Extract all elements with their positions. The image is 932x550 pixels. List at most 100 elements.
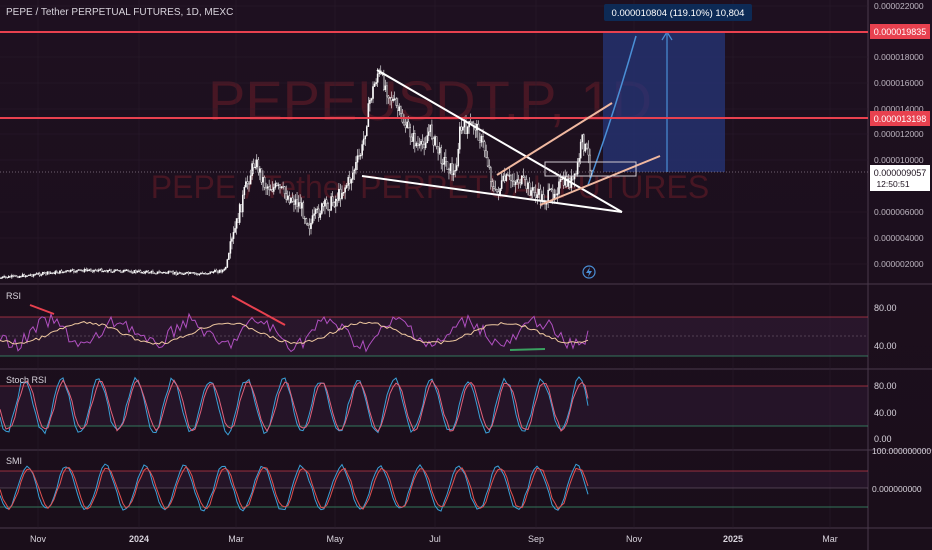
- candle-body: [37, 273, 39, 275]
- candle-body: [310, 222, 312, 229]
- candle-body: [502, 175, 505, 181]
- candle-body: [361, 144, 363, 156]
- candle-body: [15, 275, 18, 278]
- candle-body: [245, 181, 247, 188]
- candle-body: [0, 277, 2, 279]
- candle-body: [455, 165, 458, 171]
- smi-pane[interactable]: SMI 100.000000000 0.000000000: [0, 446, 931, 512]
- candle-body: [460, 126, 463, 131]
- candle-body: [516, 179, 518, 183]
- lightning-icon[interactable]: [582, 265, 596, 279]
- candle-body: [499, 188, 501, 195]
- rsi-divergence-line-1[interactable]: [29, 304, 55, 315]
- candle-body: [195, 273, 198, 275]
- candle-body: [308, 224, 311, 229]
- candle-body: [20, 275, 22, 278]
- candle-body: [302, 202, 305, 219]
- candle-body: [341, 192, 343, 199]
- candle-body: [290, 197, 292, 203]
- candle-body: [52, 272, 55, 275]
- candle-body: [170, 271, 173, 273]
- candle-body: [555, 193, 557, 196]
- smi-signal-line[interactable]: [0, 465, 589, 511]
- price-tick-label: 0.000016000: [874, 78, 924, 88]
- candle-body: [201, 272, 204, 275]
- rsi-title[interactable]: RSI: [6, 291, 21, 301]
- candle-body: [138, 270, 140, 272]
- candle-body: [215, 269, 218, 273]
- stoch-rsi-pane[interactable]: Stoch RSI 80.00 40.00 0.00: [0, 375, 897, 444]
- rsi-line[interactable]: [0, 312, 589, 353]
- channel-upper-line[interactable]: [496, 102, 613, 176]
- consolidation-box[interactable]: [544, 161, 637, 177]
- time-axis-label: Jul: [429, 534, 441, 544]
- candle-body: [277, 184, 280, 186]
- candle-body: [294, 199, 297, 205]
- smi-title[interactable]: SMI: [6, 456, 22, 466]
- candle-body: [414, 133, 416, 147]
- rsi-divergence-line-2[interactable]: [231, 295, 286, 326]
- candle-body: [389, 97, 391, 99]
- price-axis[interactable]: 0.000022000 0.000018000 0.000016000 0.00001…: [874, 1, 924, 269]
- stoch-title[interactable]: Stoch RSI: [6, 375, 47, 385]
- candle-body: [375, 82, 377, 85]
- candle-body: [21, 274, 24, 277]
- projection-box[interactable]: [603, 32, 725, 172]
- rsi-ma-line[interactable]: [0, 321, 589, 345]
- candle-body: [187, 271, 190, 274]
- candle-body: [29, 274, 32, 276]
- falling-wedge-lower-trendline[interactable]: [361, 175, 623, 213]
- smi-line[interactable]: [0, 463, 589, 512]
- candle-body: [556, 193, 559, 196]
- candle-body: [438, 147, 441, 154]
- candle-body: [283, 186, 286, 194]
- candle-body: [88, 269, 91, 271]
- time-axis[interactable]: Nov 2024 Mar May Jul Sep Nov 2025 Mar: [30, 534, 838, 544]
- candle-body: [204, 273, 207, 275]
- candle-body: [110, 269, 112, 273]
- candle-body: [158, 271, 160, 273]
- candle-body: [231, 238, 233, 242]
- candle-body: [269, 189, 272, 191]
- candle-body: [316, 208, 319, 210]
- candles-group[interactable]: [0, 65, 593, 279]
- price-tick-label: 0.000018000: [874, 52, 924, 62]
- candle-body: [97, 269, 100, 272]
- candle-body: [274, 183, 277, 188]
- rsi-support-line[interactable]: [509, 348, 546, 351]
- candle-body: [288, 195, 291, 203]
- measure-tooltip: 0.000010804 (119.10%) 10,804: [604, 4, 752, 21]
- rsi-pane[interactable]: RSI 80.00 40.00: [0, 291, 897, 357]
- candle-body: [42, 272, 44, 275]
- candle-body: [421, 140, 424, 145]
- candle-body: [479, 140, 481, 143]
- time-axis-label: Mar: [228, 534, 244, 544]
- time-axis-label: May: [326, 534, 344, 544]
- candle-body: [500, 180, 503, 189]
- candle-body: [263, 177, 266, 188]
- candle-body: [107, 270, 109, 273]
- candle-body: [429, 124, 432, 133]
- symbol-title[interactable]: PEPE / Tether PERPETUAL FUTURES, 1D, MEX…: [6, 7, 233, 18]
- stoch-d-line[interactable]: [0, 379, 589, 433]
- projection-path[interactable]: [587, 35, 637, 186]
- candle-body: [148, 272, 151, 274]
- candle-body: [271, 189, 274, 192]
- countdown-text: 12:50:51: [876, 179, 909, 189]
- candle-body: [490, 167, 492, 183]
- candle-body: [575, 173, 577, 175]
- time-axis-label: Sep: [528, 534, 544, 544]
- candle-body: [238, 204, 241, 223]
- candle-body: [131, 272, 134, 274]
- candle-body: [348, 177, 351, 184]
- candle-body: [220, 269, 222, 273]
- candle-body: [559, 179, 562, 182]
- channel-lower-line[interactable]: [539, 155, 661, 206]
- price-label-lower: 0.000013198: [870, 111, 930, 126]
- candle-body: [203, 273, 205, 275]
- candle-body: [198, 273, 201, 275]
- stoch-k-line[interactable]: [0, 376, 589, 436]
- candle-body: [579, 141, 582, 159]
- candle-body: [435, 136, 438, 147]
